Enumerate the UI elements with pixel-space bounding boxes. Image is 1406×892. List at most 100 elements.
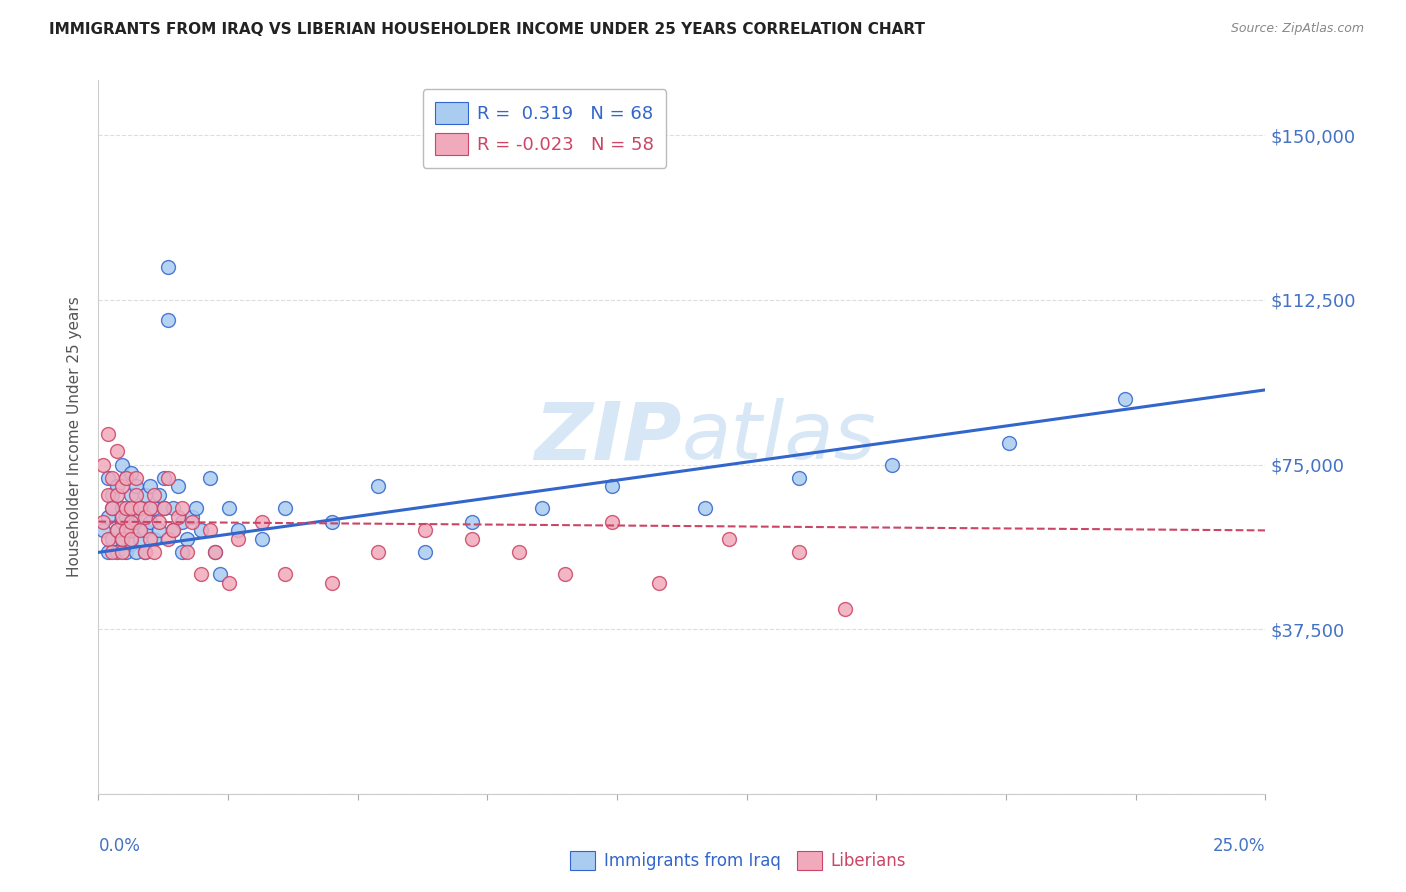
Point xyxy=(101,532,124,546)
Point xyxy=(152,501,174,516)
Point xyxy=(125,545,148,559)
Point xyxy=(139,501,162,516)
Point xyxy=(695,501,717,516)
Point xyxy=(120,532,142,546)
Point xyxy=(190,567,212,582)
Point xyxy=(172,545,194,559)
Point xyxy=(143,488,166,502)
Point xyxy=(143,532,166,546)
Point xyxy=(166,479,188,493)
Point xyxy=(139,479,162,493)
Point xyxy=(413,545,436,559)
Point xyxy=(115,501,138,516)
Point xyxy=(97,510,120,524)
Point xyxy=(274,501,297,516)
Point xyxy=(101,471,124,485)
Point xyxy=(647,576,669,591)
Point xyxy=(172,515,194,529)
Point xyxy=(200,524,222,538)
Point xyxy=(152,471,174,485)
Point xyxy=(228,524,250,538)
Point xyxy=(105,444,128,458)
Point xyxy=(176,532,198,546)
Point xyxy=(129,501,152,516)
Point xyxy=(321,576,343,591)
Point xyxy=(97,545,120,559)
Point xyxy=(204,545,226,559)
Point xyxy=(1114,392,1136,406)
Point xyxy=(97,426,120,441)
Point xyxy=(105,524,128,538)
Point xyxy=(97,471,120,485)
Point xyxy=(166,510,188,524)
Point xyxy=(139,532,162,546)
Point xyxy=(162,501,184,516)
Point xyxy=(157,312,180,326)
Text: IMMIGRANTS FROM IRAQ VS LIBERIAN HOUSEHOLDER INCOME UNDER 25 YEARS CORRELATION C: IMMIGRANTS FROM IRAQ VS LIBERIAN HOUSEHO… xyxy=(49,22,925,37)
Legend: Immigrants from Iraq, Liberians: Immigrants from Iraq, Liberians xyxy=(564,845,912,877)
Point xyxy=(413,524,436,538)
Point xyxy=(125,471,148,485)
Point xyxy=(162,524,184,538)
Point xyxy=(134,510,156,524)
Point xyxy=(134,545,156,559)
Point xyxy=(120,524,142,538)
Point xyxy=(274,567,297,582)
Point xyxy=(129,510,152,524)
Point xyxy=(717,532,740,546)
Point xyxy=(997,435,1019,450)
Point xyxy=(554,567,576,582)
Point xyxy=(180,515,202,529)
Point xyxy=(115,524,138,538)
Point xyxy=(120,501,142,516)
Point xyxy=(162,524,184,538)
Point xyxy=(148,488,170,502)
Point xyxy=(97,532,120,546)
Point xyxy=(115,471,138,485)
Point xyxy=(115,545,138,559)
Point xyxy=(125,479,148,493)
Point xyxy=(148,515,170,529)
Point xyxy=(129,524,152,538)
Point xyxy=(115,524,138,538)
Point xyxy=(787,545,810,559)
Point xyxy=(461,515,484,529)
Text: ZIP: ZIP xyxy=(534,398,682,476)
Point xyxy=(172,501,194,516)
Point xyxy=(143,501,166,516)
Point xyxy=(218,576,240,591)
Point xyxy=(111,545,134,559)
Legend: R =  0.319   N = 68, R = -0.023   N = 58: R = 0.319 N = 68, R = -0.023 N = 58 xyxy=(423,89,666,168)
Text: 0.0%: 0.0% xyxy=(98,837,141,855)
Point xyxy=(530,501,553,516)
Point xyxy=(120,467,142,481)
Point xyxy=(105,545,128,559)
Point xyxy=(101,501,124,516)
Point xyxy=(508,545,530,559)
Point xyxy=(120,536,142,550)
Point xyxy=(111,515,134,529)
Point xyxy=(97,488,120,502)
Point xyxy=(143,545,166,559)
Point xyxy=(111,458,134,472)
Point xyxy=(190,524,212,538)
Point xyxy=(120,488,142,502)
Point xyxy=(129,532,152,546)
Point xyxy=(111,532,134,546)
Point xyxy=(176,545,198,559)
Point xyxy=(139,515,162,529)
Point xyxy=(367,545,389,559)
Point xyxy=(880,458,903,472)
Point xyxy=(367,479,389,493)
Point xyxy=(111,510,134,524)
Point xyxy=(111,532,134,546)
Point xyxy=(115,471,138,485)
Point xyxy=(134,545,156,559)
Point xyxy=(148,524,170,538)
Point xyxy=(461,532,484,546)
Point xyxy=(157,471,180,485)
Point xyxy=(91,458,114,472)
Point xyxy=(157,532,180,546)
Point xyxy=(111,501,134,516)
Point xyxy=(134,488,156,502)
